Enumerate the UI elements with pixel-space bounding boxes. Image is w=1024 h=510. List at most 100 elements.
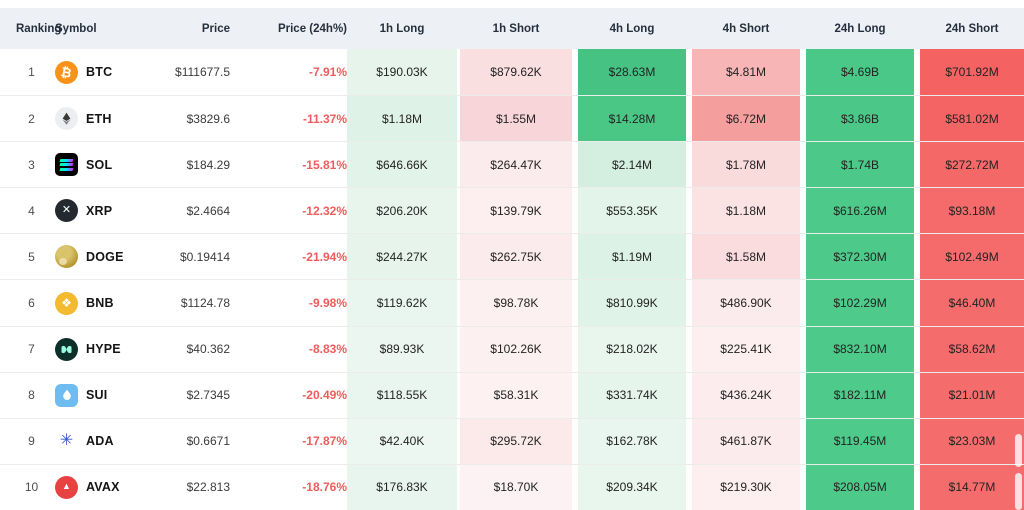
price-value: $111677.5: [175, 65, 230, 80]
bnb-icon: ❖: [55, 291, 78, 315]
heat-1h-long: $89.93K: [347, 326, 457, 372]
heat-4h-short: $486.90K: [692, 280, 800, 326]
symbol-cell[interactable]: SUI: [55, 383, 135, 407]
symbol-cell[interactable]: ❖ BNB: [55, 291, 135, 315]
symbol-cell[interactable]: DOGE: [55, 245, 135, 269]
table-row[interactable]: 1 ₿ BTC $111677.5 -7.91% $190.03K $879.6…: [0, 49, 1024, 96]
table-row[interactable]: 10 ▲ AVAX $22.813 -18.76% $176.83K $18.7…: [0, 463, 1024, 510]
table-header-row: Ranking Symbol Price Price (24h%) 1h Lon…: [0, 8, 1024, 49]
heat-4h-long: $2.14M: [578, 142, 686, 188]
symbol-cell[interactable]: ₿ BTC: [55, 60, 135, 84]
heat-4h-long: $331.74K: [578, 372, 686, 418]
heat-1h-short: $1.55M: [460, 96, 572, 142]
price-value: $184.29: [186, 157, 230, 172]
table-row[interactable]: 9 ✳ ADA $0.6671 -17.87% $42.40K $295.72K…: [0, 417, 1024, 464]
heat-24h-long: $208.05M: [806, 464, 914, 510]
sol-icon: [55, 153, 78, 177]
price-value: $1124.78: [180, 296, 230, 311]
symbol-cell[interactable]: SOL: [55, 153, 135, 177]
heat-4h-short: $1.78M: [692, 142, 800, 188]
heat-4h-long: $162.78K: [578, 418, 686, 464]
rank-value: 4: [28, 203, 35, 218]
symbol-cell[interactable]: ▲ AVAX: [55, 475, 135, 499]
header-24h-short[interactable]: 24h Short: [945, 22, 999, 35]
header-price-24h[interactable]: Price (24h%): [277, 22, 347, 35]
symbol-label: BNB: [86, 296, 114, 311]
price-value: $0.6671: [186, 434, 230, 449]
symbol-label: XRP: [86, 203, 113, 218]
heat-1h-long: $42.40K: [347, 418, 457, 464]
price-change-24h: -12.32%: [302, 203, 347, 218]
eth-icon: [55, 107, 78, 131]
price-change-24h: -21.94%: [302, 249, 347, 264]
rank-value: 10: [24, 480, 39, 495]
scrollbar-thumb[interactable]: [1015, 473, 1022, 510]
table-row[interactable]: 4 ✕ XRP $2.4664 -12.32% $206.20K $139.79…: [0, 187, 1024, 234]
rank-value: 6: [28, 296, 35, 311]
rank-value: 9: [28, 434, 35, 449]
table-row[interactable]: 6 ❖ BNB $1124.78 -9.98% $119.62K $98.78K…: [0, 279, 1024, 326]
heat-4h-long: $218.02K: [578, 326, 686, 372]
price-value: $0.19414: [179, 249, 230, 264]
heat-1h-long: $190.03K: [347, 49, 457, 96]
xrp-icon: ✕: [55, 199, 78, 223]
heat-1h-long: $118.55K: [347, 372, 457, 418]
heat-1h-short: $264.47K: [460, 142, 572, 188]
price-change-24h: -20.49%: [302, 388, 347, 403]
table-row[interactable]: 5 DOGE $0.19414 -21.94% $244.27K $262.75…: [0, 233, 1024, 280]
table-row[interactable]: 7 HYPE $40.362 -8.83% $89.93K $102.26K $…: [0, 325, 1024, 372]
scrollbar-thumb[interactable]: [1015, 434, 1022, 467]
rank-value: 1: [28, 65, 35, 80]
heat-1h-long: $244.27K: [347, 234, 457, 280]
price-change-24h: -11.37%: [302, 111, 347, 126]
header-1h-long[interactable]: 1h Long: [379, 22, 425, 35]
symbol-label: ETH: [86, 111, 112, 126]
heat-1h-short: $18.70K: [460, 464, 572, 510]
rank-value: 3: [28, 157, 35, 172]
table-row[interactable]: 8 SUI $2.7345 -20.49% $118.55K $58.31K $…: [0, 371, 1024, 418]
header-24h-long[interactable]: 24h Long: [834, 22, 886, 35]
price-value: $40.362: [186, 342, 230, 357]
symbol-label: SUI: [86, 388, 108, 403]
symbol-label: AVAX: [86, 480, 120, 495]
heat-1h-short: $58.31K: [460, 372, 572, 418]
heat-24h-short: $272.72M: [920, 142, 1024, 188]
table-row[interactable]: 3 SOL $184.29 -15.81% $646.66K $264.47K …: [0, 141, 1024, 188]
header-1h-short[interactable]: 1h Short: [492, 22, 540, 35]
heat-24h-short: $102.49M: [920, 234, 1024, 280]
sui-icon: [55, 383, 78, 407]
heat-1h-short: $139.79K: [460, 188, 572, 234]
heat-1h-short: $98.78K: [460, 280, 572, 326]
price-change-24h: -18.76%: [302, 480, 347, 495]
heat-4h-short: $225.41K: [692, 326, 800, 372]
heat-24h-short: $58.62M: [920, 326, 1024, 372]
symbol-cell[interactable]: HYPE: [55, 337, 135, 361]
price-value: $22.813: [186, 480, 230, 495]
symbol-cell[interactable]: ✕ XRP: [55, 199, 135, 223]
header-4h-short[interactable]: 4h Short: [722, 22, 770, 35]
heat-1h-short: $879.62K: [460, 49, 572, 96]
heat-24h-long: $102.29M: [806, 280, 914, 326]
heat-24h-long: $832.10M: [806, 326, 914, 372]
heat-24h-short: $581.02M: [920, 96, 1024, 142]
header-4h-long[interactable]: 4h Long: [609, 22, 655, 35]
heat-4h-short: $436.24K: [692, 372, 800, 418]
symbol-cell[interactable]: ETH: [55, 107, 135, 131]
symbol-cell[interactable]: ✳ ADA: [55, 430, 135, 453]
heat-1h-long: $646.66K: [347, 142, 457, 188]
heat-1h-short: $295.72K: [460, 418, 572, 464]
header-price[interactable]: Price: [201, 22, 230, 35]
price-change-24h: -17.87%: [302, 434, 347, 449]
heat-1h-long: $1.18M: [347, 96, 457, 142]
rank-value: 2: [28, 111, 35, 126]
heat-24h-short: $14.77M: [920, 464, 1024, 510]
heat-1h-long: $206.20K: [347, 188, 457, 234]
symbol-label: ADA: [86, 434, 114, 449]
table-row[interactable]: 2 ETH $3829.6 -11.37% $1.18M $1.55M $14.…: [0, 95, 1024, 142]
heat-1h-short: $102.26K: [460, 326, 572, 372]
heat-1h-long: $176.83K: [347, 464, 457, 510]
heat-4h-short: $461.87K: [692, 418, 800, 464]
heat-24h-long: $372.30M: [806, 234, 914, 280]
heat-24h-long: $616.26M: [806, 188, 914, 234]
